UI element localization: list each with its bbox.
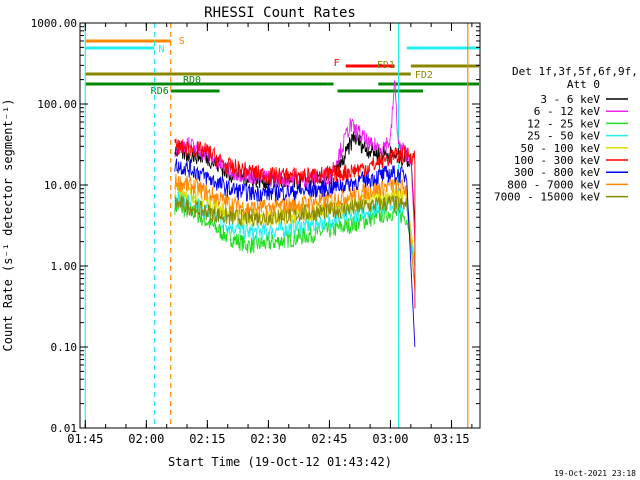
legend-header-line2: Att 0 bbox=[567, 78, 600, 91]
y-tick-label: 0.01 bbox=[51, 422, 78, 435]
x-tick-label: 02:30 bbox=[250, 432, 286, 446]
series-line bbox=[174, 138, 416, 309]
series-line bbox=[174, 190, 416, 267]
flag-bar-label: N bbox=[158, 44, 164, 55]
legend-label: 7000 - 15000 keV bbox=[494, 191, 600, 204]
series-line bbox=[174, 80, 416, 242]
legend-label: 25 - 50 keV bbox=[527, 130, 600, 143]
vertical-markers bbox=[84, 23, 469, 428]
flag-bar-label: RD0 bbox=[183, 75, 201, 86]
y-axis-label: Count Rate (s⁻¹ detector segment⁻¹) bbox=[1, 99, 15, 352]
flag-bar-label: RD6 bbox=[151, 86, 169, 97]
y-axis-ticks: 0.01 0.10 1.00 10.00 100.00 1000.00 bbox=[31, 17, 480, 435]
legend-label: 50 - 100 keV bbox=[521, 142, 601, 155]
x-tick-label: 01:45 bbox=[67, 432, 103, 446]
legend-label: 300 - 800 keV bbox=[514, 166, 600, 179]
legend-label: 100 - 300 keV bbox=[514, 154, 600, 167]
flag-bar-label: FD1 bbox=[377, 60, 395, 71]
x-axis-ticks: 01:45 02:00 02:15 02:30 02:45 03:00 03:15 bbox=[67, 23, 473, 446]
y-tick-label: 1.00 bbox=[51, 260, 78, 273]
x-tick-label: 02:15 bbox=[189, 432, 225, 446]
y-tick-label: 0.10 bbox=[51, 341, 78, 354]
series-group bbox=[174, 80, 416, 348]
y-tick-label: 100.00 bbox=[37, 98, 77, 111]
chart-title: RHESSI Count Rates bbox=[204, 5, 356, 21]
legend-label: 6 - 12 keV bbox=[534, 105, 601, 118]
y-tick-label: 10.00 bbox=[44, 179, 77, 192]
flag-bars: S N F FD1 FD2 RD0 RD6 bbox=[85, 36, 479, 97]
legend-label: 12 - 25 keV bbox=[527, 117, 600, 130]
series-line bbox=[174, 173, 416, 291]
footer-date: 19-Oct-2021 23:18 bbox=[554, 469, 636, 478]
x-tick-label: 02:45 bbox=[311, 432, 347, 446]
x-tick-label: 03:15 bbox=[433, 432, 469, 446]
x-tick-label: 02:00 bbox=[128, 432, 164, 446]
plot-frame bbox=[79, 22, 481, 429]
legend-header-line1: Det 1f,3f,5f,6f,9f, bbox=[512, 65, 638, 78]
legend-label: 3 - 6 keV bbox=[540, 93, 600, 106]
flag-bar-label: FD2 bbox=[415, 70, 433, 81]
legend-label: 800 - 7000 keV bbox=[507, 178, 600, 191]
x-tick-label: 03:00 bbox=[372, 432, 408, 446]
flag-bar-label: S bbox=[179, 36, 185, 47]
y-tick-label: 1000.00 bbox=[31, 17, 77, 30]
flag-bar-label: F bbox=[334, 58, 340, 69]
x-axis-label: Start Time (19-Oct-12 01:43:42) bbox=[168, 455, 392, 469]
series-line bbox=[174, 158, 416, 348]
